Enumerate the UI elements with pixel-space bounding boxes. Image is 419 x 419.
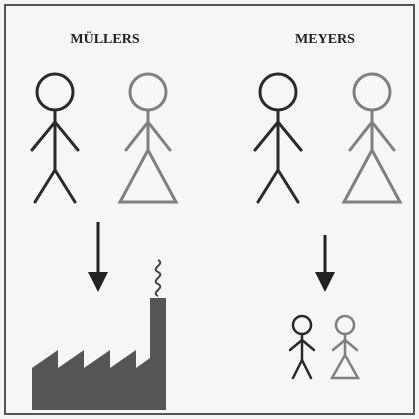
woman-figure: [117, 72, 179, 204]
label-muellers: MÜLLERS: [70, 30, 139, 47]
arrow: [88, 222, 108, 292]
girl-figure: [329, 314, 361, 380]
arrow: [315, 235, 335, 292]
factory: [32, 259, 166, 410]
label-meyers: MEYERS: [295, 32, 355, 47]
frame: [4, 4, 415, 415]
woman-figure: [341, 72, 403, 204]
boy-figure: [288, 314, 316, 380]
man-figure: [253, 72, 303, 204]
man-figure: [30, 72, 80, 204]
